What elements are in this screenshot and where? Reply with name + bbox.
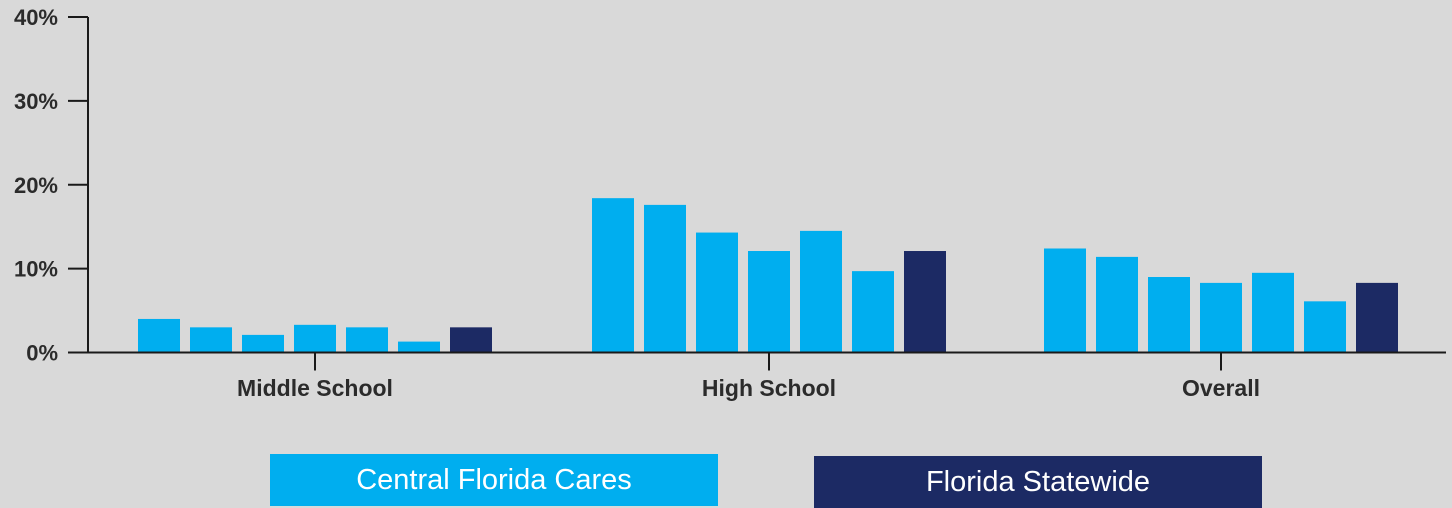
bar-middle-school-6 [398, 341, 440, 353]
legend-label-central-florida-cares: Central Florida Cares [356, 463, 632, 496]
legend-florida-statewide: Florida Statewide [814, 456, 1262, 508]
legend-label-florida-statewide: Florida Statewide [925, 465, 1151, 498]
bar-high-school-5 [800, 230, 842, 353]
bar-overall-7 [1356, 282, 1398, 353]
y-tick-label: 40% [14, 5, 58, 30]
y-tick-label: 20% [14, 173, 58, 198]
bar-middle-school-1 [138, 318, 180, 353]
bar-high-school-7 [904, 251, 946, 353]
bar-high-school-6 [852, 271, 894, 353]
bar-middle-school-2 [190, 327, 232, 353]
legend-central-florida-cares: Central Florida Cares [270, 454, 718, 506]
bar-overall-1 [1044, 248, 1086, 353]
bar-high-school-3 [696, 232, 738, 353]
bar-high-school-2 [644, 204, 686, 353]
bar-overall-6 [1304, 301, 1346, 353]
x-category-label: Middle School [237, 375, 393, 401]
x-category-label: High School [702, 375, 836, 401]
bar-high-school-1 [592, 198, 634, 353]
bar-middle-school-7 [450, 327, 492, 353]
bar-middle-school-5 [346, 327, 388, 353]
bar-middle-school-3 [242, 334, 284, 353]
bar-overall-5 [1252, 272, 1294, 353]
bar-overall-3 [1148, 277, 1190, 353]
bar-high-school-4 [748, 251, 790, 353]
bar-middle-school-4 [294, 324, 336, 353]
y-tick-label: 10% [14, 257, 58, 282]
y-tick-label: 30% [14, 89, 58, 114]
bar-overall-4 [1200, 282, 1242, 353]
bar-overall-2 [1096, 256, 1138, 353]
y-tick-label: 0% [26, 341, 58, 366]
x-category-label: Overall [1182, 375, 1260, 401]
